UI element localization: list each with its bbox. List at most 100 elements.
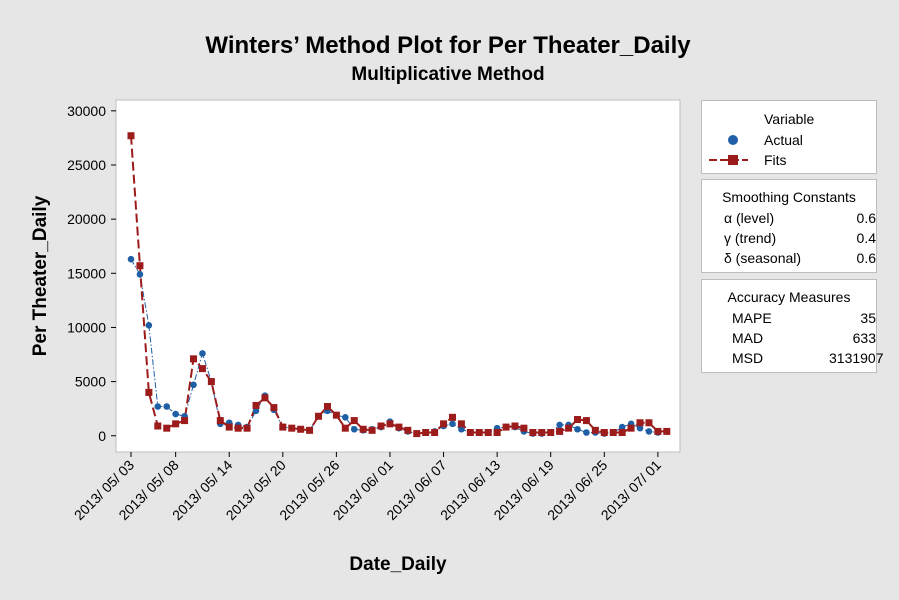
fits-point	[663, 427, 671, 435]
fits-point	[368, 426, 376, 434]
actual-point	[172, 410, 179, 418]
fits-point	[198, 365, 206, 373]
fits-point	[216, 417, 224, 425]
fits-point	[127, 132, 135, 140]
fits-point	[475, 429, 483, 437]
actual-point	[636, 424, 644, 432]
actual-point	[252, 407, 260, 415]
fits-point	[645, 419, 653, 427]
fits-point	[145, 388, 153, 396]
actual-point	[199, 350, 206, 357]
fits-point	[440, 420, 448, 428]
fits-point	[386, 420, 394, 428]
fits-point	[431, 429, 439, 437]
actual-point	[154, 403, 162, 410]
smoothing-label: α (level)	[724, 210, 775, 226]
fits-point	[350, 417, 358, 425]
accuracy-row: MAPE 35	[702, 310, 876, 326]
accuracy-value: 633	[852, 330, 876, 346]
fits-point	[270, 404, 278, 412]
actual-point	[645, 428, 653, 435]
fits-point	[422, 429, 430, 437]
smoothing-title: Smoothing Constants	[722, 189, 856, 205]
y-tick-label: 25000	[67, 157, 106, 173]
actual-point	[574, 425, 581, 433]
legend-actual-label: Actual	[764, 132, 803, 148]
y-tick-label: 15000	[67, 265, 106, 281]
fits-point	[261, 394, 269, 402]
actual-point	[127, 255, 135, 263]
fits-point	[243, 424, 251, 432]
actual-point	[145, 321, 153, 329]
actual-point	[556, 421, 563, 429]
accuracy-title: Accuracy Measures	[727, 289, 851, 305]
accuracy-value: 3131907	[829, 350, 884, 366]
actual-marker-icon	[728, 135, 738, 145]
fits-point	[252, 401, 260, 409]
actual-point	[458, 425, 465, 433]
fits-marker-icon	[709, 155, 748, 165]
smoothing-value: 0.6	[856, 250, 876, 266]
accuracy-label: MSD	[732, 350, 764, 366]
fits-point	[154, 422, 162, 430]
y-axis: 0 5000 10000 15000 20000 25000 30000	[67, 103, 116, 444]
chart-subtitle: Multiplicative Method	[351, 64, 544, 85]
fits-point	[511, 422, 519, 430]
legend-item-actual: Actual	[702, 132, 876, 152]
fits-point	[502, 423, 510, 431]
legend-title: Variable	[764, 111, 815, 127]
actual-point	[163, 403, 171, 410]
smoothing-label: δ (seasonal)	[724, 250, 802, 266]
actual-point	[136, 271, 144, 278]
fits-point	[181, 417, 189, 425]
actual-point	[190, 381, 197, 389]
fits-point	[457, 420, 465, 428]
fits-point	[234, 424, 242, 432]
legend-fits-label: Fits	[764, 152, 787, 168]
fits-point	[297, 425, 305, 433]
fits-point	[315, 412, 323, 420]
fits-point	[618, 429, 626, 437]
accuracy-label: MAPE	[732, 310, 772, 326]
fits-point	[636, 419, 644, 427]
y-tick-label: 5000	[75, 374, 106, 390]
fits-point	[172, 420, 180, 428]
actual-point	[350, 425, 358, 433]
fits-point	[448, 413, 456, 421]
fits-point	[359, 425, 367, 433]
smoothing-label: γ (trend)	[724, 230, 777, 246]
fits-point	[323, 403, 331, 411]
accuracy-label: MAD	[732, 330, 764, 346]
series-layer	[127, 132, 671, 438]
fits-point	[565, 424, 573, 432]
smoothing-value: 0.4	[856, 230, 876, 246]
y-tick-label: 0	[98, 428, 106, 444]
actual-point	[342, 414, 349, 421]
y-tick-label: 20000	[67, 211, 106, 227]
fits-point	[190, 355, 198, 363]
fits-point	[484, 429, 492, 437]
actual-point	[583, 429, 590, 436]
fits-point	[582, 417, 590, 425]
fits-point	[627, 424, 635, 432]
smoothing-row: α (level) 0.6	[702, 210, 876, 226]
fits-point	[279, 423, 287, 431]
fits-point	[529, 429, 537, 437]
y-tick-label: 10000	[67, 319, 106, 335]
accuracy-row: MAD 633	[702, 330, 876, 346]
actual-point	[618, 423, 626, 431]
accuracy-value: 35	[860, 310, 876, 326]
fits-point	[163, 424, 171, 432]
fits-point	[306, 426, 314, 434]
fits-point	[547, 429, 555, 437]
smoothing-constants-box: Smoothing Constants α (level) 0.6 γ (tre…	[701, 179, 877, 273]
fits-point	[600, 429, 608, 437]
fits-point	[609, 429, 617, 437]
fits-point	[136, 262, 144, 270]
fits-point	[574, 416, 581, 424]
y-axis-title: Per Theater_Daily	[30, 195, 51, 356]
fits-point	[377, 422, 385, 430]
fits-point	[395, 423, 403, 431]
